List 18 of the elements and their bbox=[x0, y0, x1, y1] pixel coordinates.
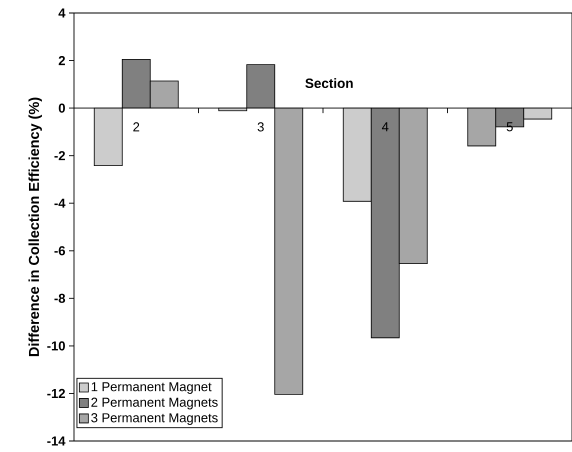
y-tick-label: 2 bbox=[58, 56, 65, 66]
y-tick-label: -4 bbox=[54, 198, 66, 208]
x-axis-title: Section bbox=[305, 78, 353, 88]
y-tick-label: -6 bbox=[54, 246, 66, 256]
legend-label: 2 Permanent Magnets bbox=[91, 398, 218, 410]
legend-label: 1 Permanent Magnet bbox=[92, 382, 212, 394]
y-tick-label: -10 bbox=[47, 341, 65, 350]
y-tick-label: 0 bbox=[58, 104, 65, 113]
y-tick-label: -12 bbox=[47, 388, 65, 398]
y-tick-label: -14 bbox=[47, 436, 66, 446]
y-tick-label: 4 bbox=[58, 8, 66, 18]
y-tick-label: -8 bbox=[54, 294, 66, 303]
y-tick-label: -2 bbox=[54, 151, 65, 160]
y-axis-title: Difference in Collection Efficiency (%) bbox=[28, 98, 42, 356]
x-tick-label: 4 bbox=[382, 122, 388, 132]
legend-label: 3 Permanent Magnets bbox=[91, 413, 218, 425]
x-tick-label: 2 bbox=[133, 122, 140, 132]
x-tick-label: 3 bbox=[258, 122, 264, 132]
